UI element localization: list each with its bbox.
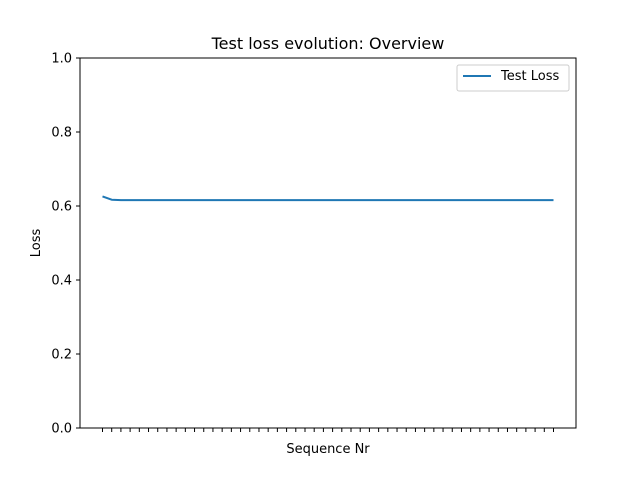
legend: Test Loss [456, 64, 570, 92]
y-tick-label: 0.0 [51, 422, 72, 437]
y-tick-label: 1.0 [51, 52, 72, 67]
series-line-test-loss [102, 195, 554, 202]
y-tick-label: 0.8 [51, 126, 72, 141]
x-axis-label: Sequence Nr [286, 442, 370, 457]
x-axis [102, 428, 554, 432]
y-axis: 0.0 0.2 0.4 0.6 0.8 1.0 [51, 52, 80, 437]
y-tick-label: 0.6 [51, 200, 72, 215]
chart-title: Test loss evolution: Overview [211, 34, 445, 53]
legend-label-test-loss: Test Loss [500, 69, 559, 84]
y-axis-label: Loss [29, 229, 44, 258]
y-tick-label: 0.4 [51, 274, 72, 289]
series-layer [102, 195, 554, 202]
legend-box [456, 64, 570, 92]
plot-area [79, 57, 577, 429]
y-tick-label: 0.2 [51, 348, 72, 363]
